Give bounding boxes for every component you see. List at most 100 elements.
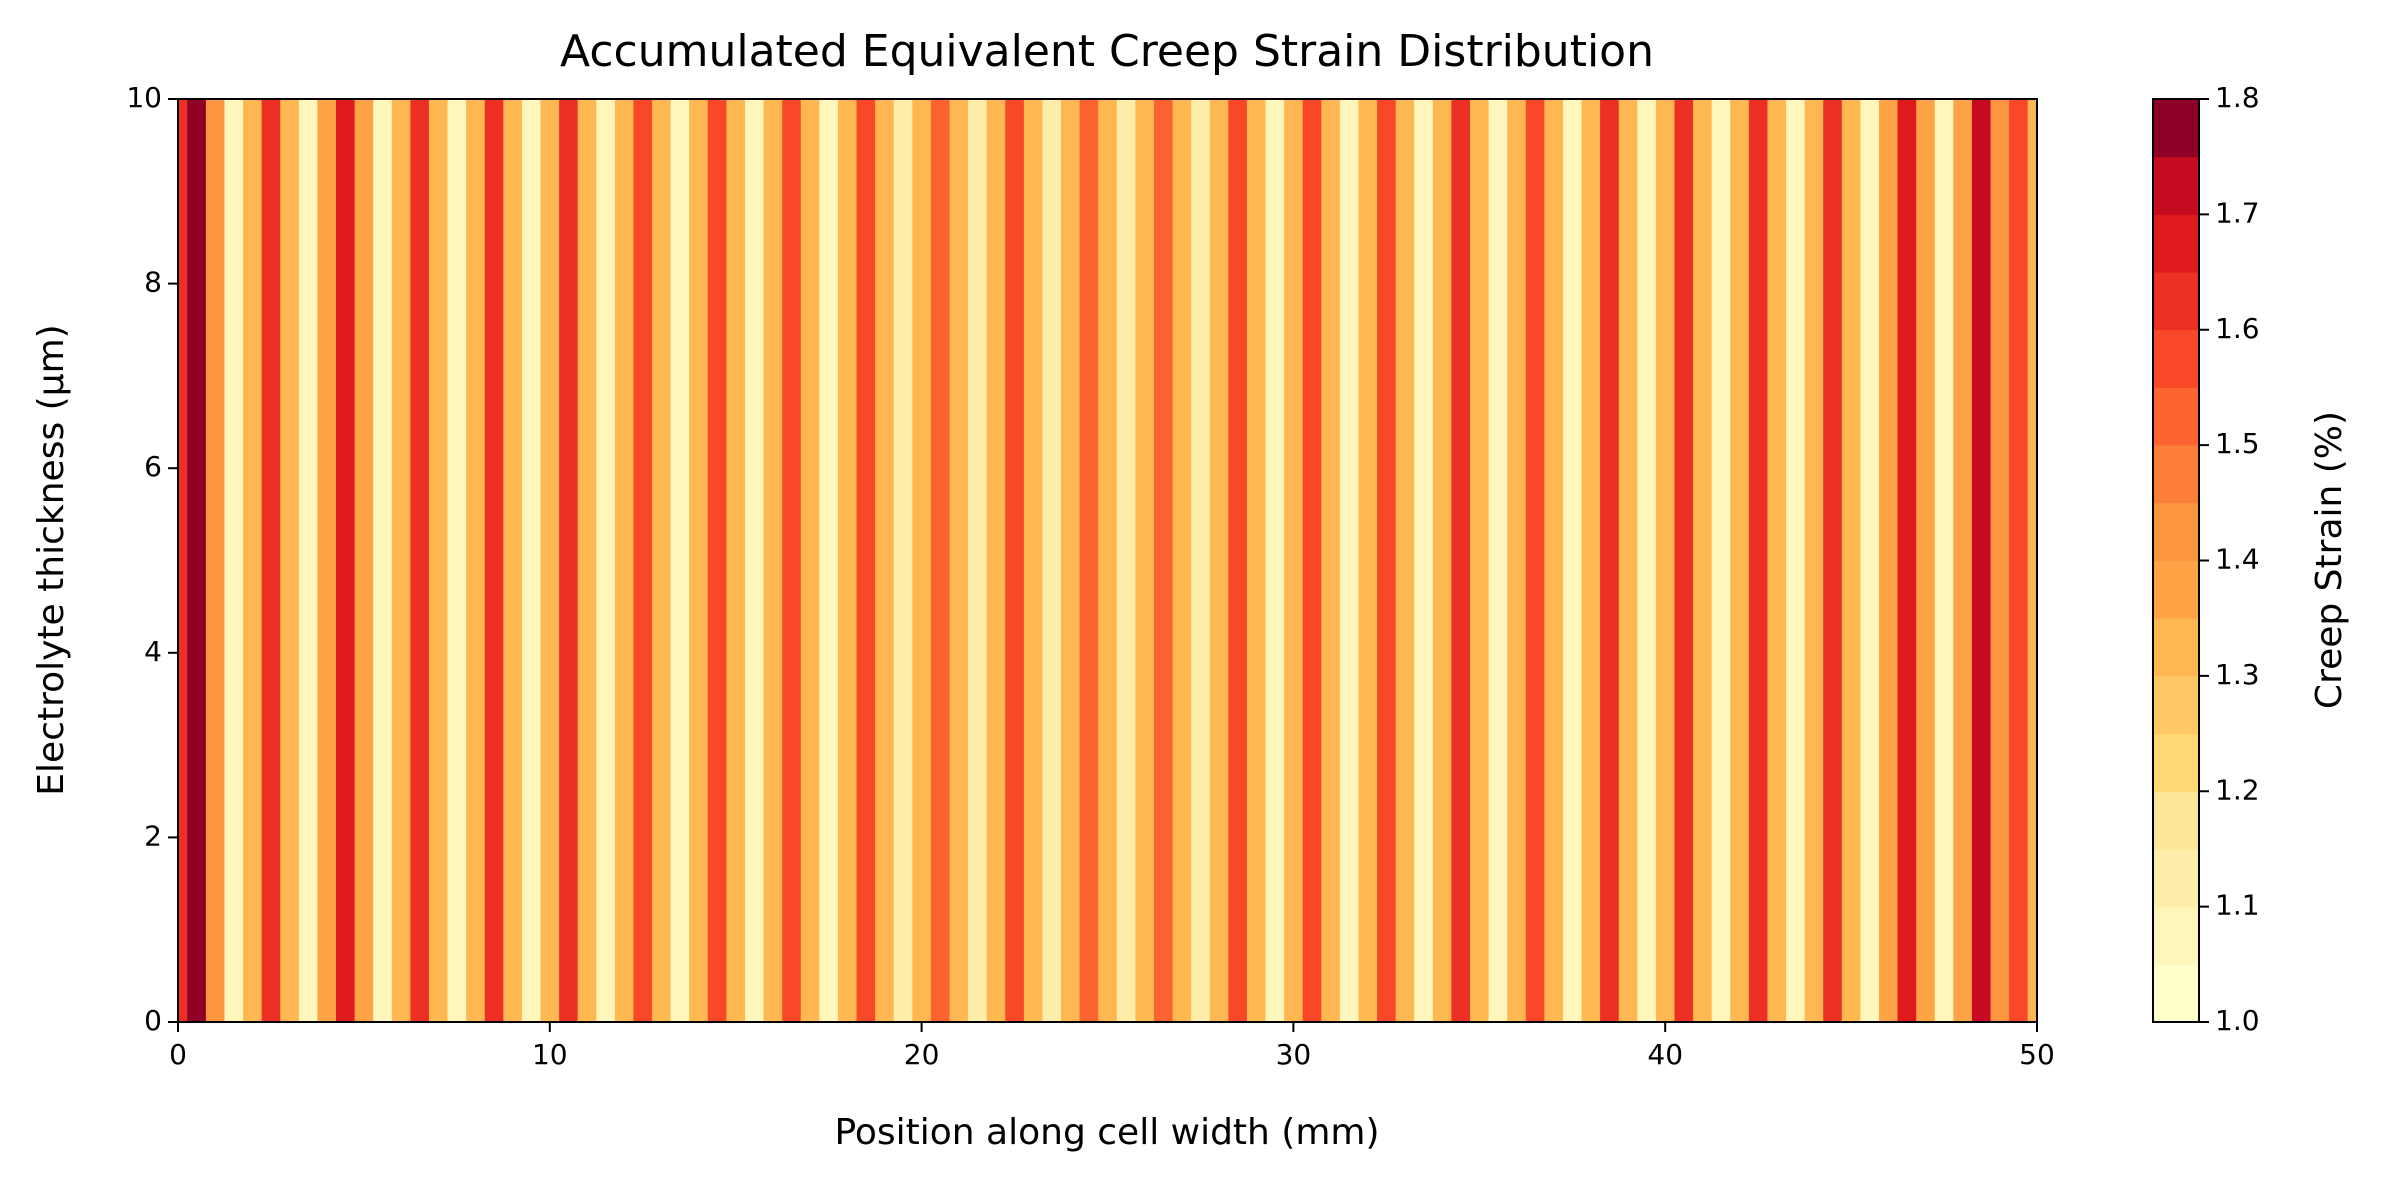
strain-band [243, 99, 263, 1022]
strain-band [1507, 99, 1527, 1022]
plot-frame [177, 98, 2038, 1023]
colorbar-band [2153, 445, 2199, 504]
strain-band [391, 99, 411, 1022]
strain-band [178, 99, 188, 1022]
colorbar-band [2153, 733, 2199, 792]
strain-band [2027, 99, 2038, 1022]
strain-band [1209, 99, 1229, 1022]
strain-band [1990, 99, 2010, 1022]
strain-band [1525, 99, 1545, 1022]
strain-band [1116, 99, 1136, 1022]
strain-band [1711, 99, 1731, 1022]
strain-band [1804, 99, 1824, 1022]
strain-band [875, 99, 895, 1022]
strain-band [1079, 99, 1099, 1022]
strain-band [1432, 99, 1453, 1022]
colorbar-band [2153, 675, 2199, 735]
chart-title: Accumulated Equivalent Creep Strain Dist… [560, 26, 1654, 77]
strain-band [1321, 99, 1341, 1022]
strain-band [1153, 99, 1174, 1022]
strain-band [559, 99, 579, 1022]
strain-band [819, 99, 839, 1022]
strain-band [187, 99, 207, 1022]
strain-band [670, 99, 690, 1022]
y-tick-label: 6 [144, 450, 162, 483]
strain-band [447, 99, 467, 1022]
y-tick-label: 10 [126, 81, 162, 114]
strain-band [1730, 99, 1750, 1022]
strain-band [1135, 99, 1155, 1022]
strain-band [1748, 99, 1769, 1022]
strain-band [1246, 99, 1267, 1022]
strain-band [1581, 99, 1601, 1022]
strain-band [428, 99, 449, 1022]
colorbar-band [2153, 791, 2199, 850]
strain-band [912, 99, 932, 1022]
strain-band [1544, 99, 1564, 1022]
strain-band [893, 99, 913, 1022]
strain-band [1860, 99, 1880, 1022]
colorbar-band [2153, 214, 2199, 273]
strain-band [930, 99, 951, 1022]
strain-band [484, 99, 504, 1022]
strain-band [614, 99, 635, 1022]
strain-band [1265, 99, 1285, 1022]
strain-band [1377, 99, 1397, 1022]
x-tick-label: 30 [1276, 1038, 1312, 1071]
strain-band [205, 99, 226, 1022]
x-tick-label: 0 [169, 1038, 187, 1071]
colorbar-band [2153, 272, 2199, 331]
strain-band [1339, 99, 1360, 1022]
colorbar-band [2153, 387, 2199, 446]
strain-band [466, 99, 486, 1022]
colorbar-band [2153, 329, 2199, 388]
strain-band [1934, 99, 1954, 1022]
colorbar-label: Creep Strain (%) [2309, 411, 2350, 709]
strain-band [1395, 99, 1415, 1022]
y-tick-label: 2 [144, 819, 162, 852]
colorbar-band [2153, 964, 2199, 1023]
strain-band [1061, 99, 1081, 1022]
strain-band [280, 99, 300, 1022]
strain-band [1302, 99, 1322, 1022]
strain-band [652, 99, 672, 1022]
strain-band [1284, 99, 1304, 1022]
x-tick-label: 40 [1647, 1038, 1683, 1071]
strain-band [1470, 99, 1490, 1022]
colorbar-tick-label: 1.5 [2215, 427, 2260, 460]
x-tick-label: 50 [2019, 1038, 2055, 1071]
strain-band [1971, 99, 1992, 1022]
strain-band [373, 99, 393, 1022]
colorbar-tick-label: 1.3 [2215, 658, 2260, 691]
strain-band [1841, 99, 1861, 1022]
strain-band [410, 99, 430, 1022]
strain-band [707, 99, 728, 1022]
strain-band [1953, 99, 1973, 1022]
strain-band [1191, 99, 1211, 1022]
strain-band [1693, 99, 1713, 1022]
strain-band [2009, 99, 2029, 1022]
strain-band [521, 99, 542, 1022]
strain-band [1878, 99, 1899, 1022]
strain-band [689, 99, 709, 1022]
strain-band [1358, 99, 1378, 1022]
strain-band [1228, 99, 1248, 1022]
strain-band [1451, 99, 1471, 1022]
strain-band [1600, 99, 1620, 1022]
colorbar-band [2153, 848, 2199, 908]
y-tick-label: 8 [144, 266, 162, 299]
colorbar-band [2153, 99, 2199, 158]
colorbar-band [2153, 156, 2199, 215]
strain-band [224, 99, 244, 1022]
strain-band [1042, 99, 1062, 1022]
strain-band [354, 99, 374, 1022]
strain-band [596, 99, 616, 1022]
strain-band [726, 99, 746, 1022]
colorbar-tick-label: 1.0 [2215, 1004, 2260, 1037]
strain-band [540, 99, 560, 1022]
strain-band [1414, 99, 1434, 1022]
strain-band [1562, 99, 1583, 1022]
strain-band [744, 99, 765, 1022]
y-axis-label: Electrolyte thickness (μm) [31, 324, 72, 795]
